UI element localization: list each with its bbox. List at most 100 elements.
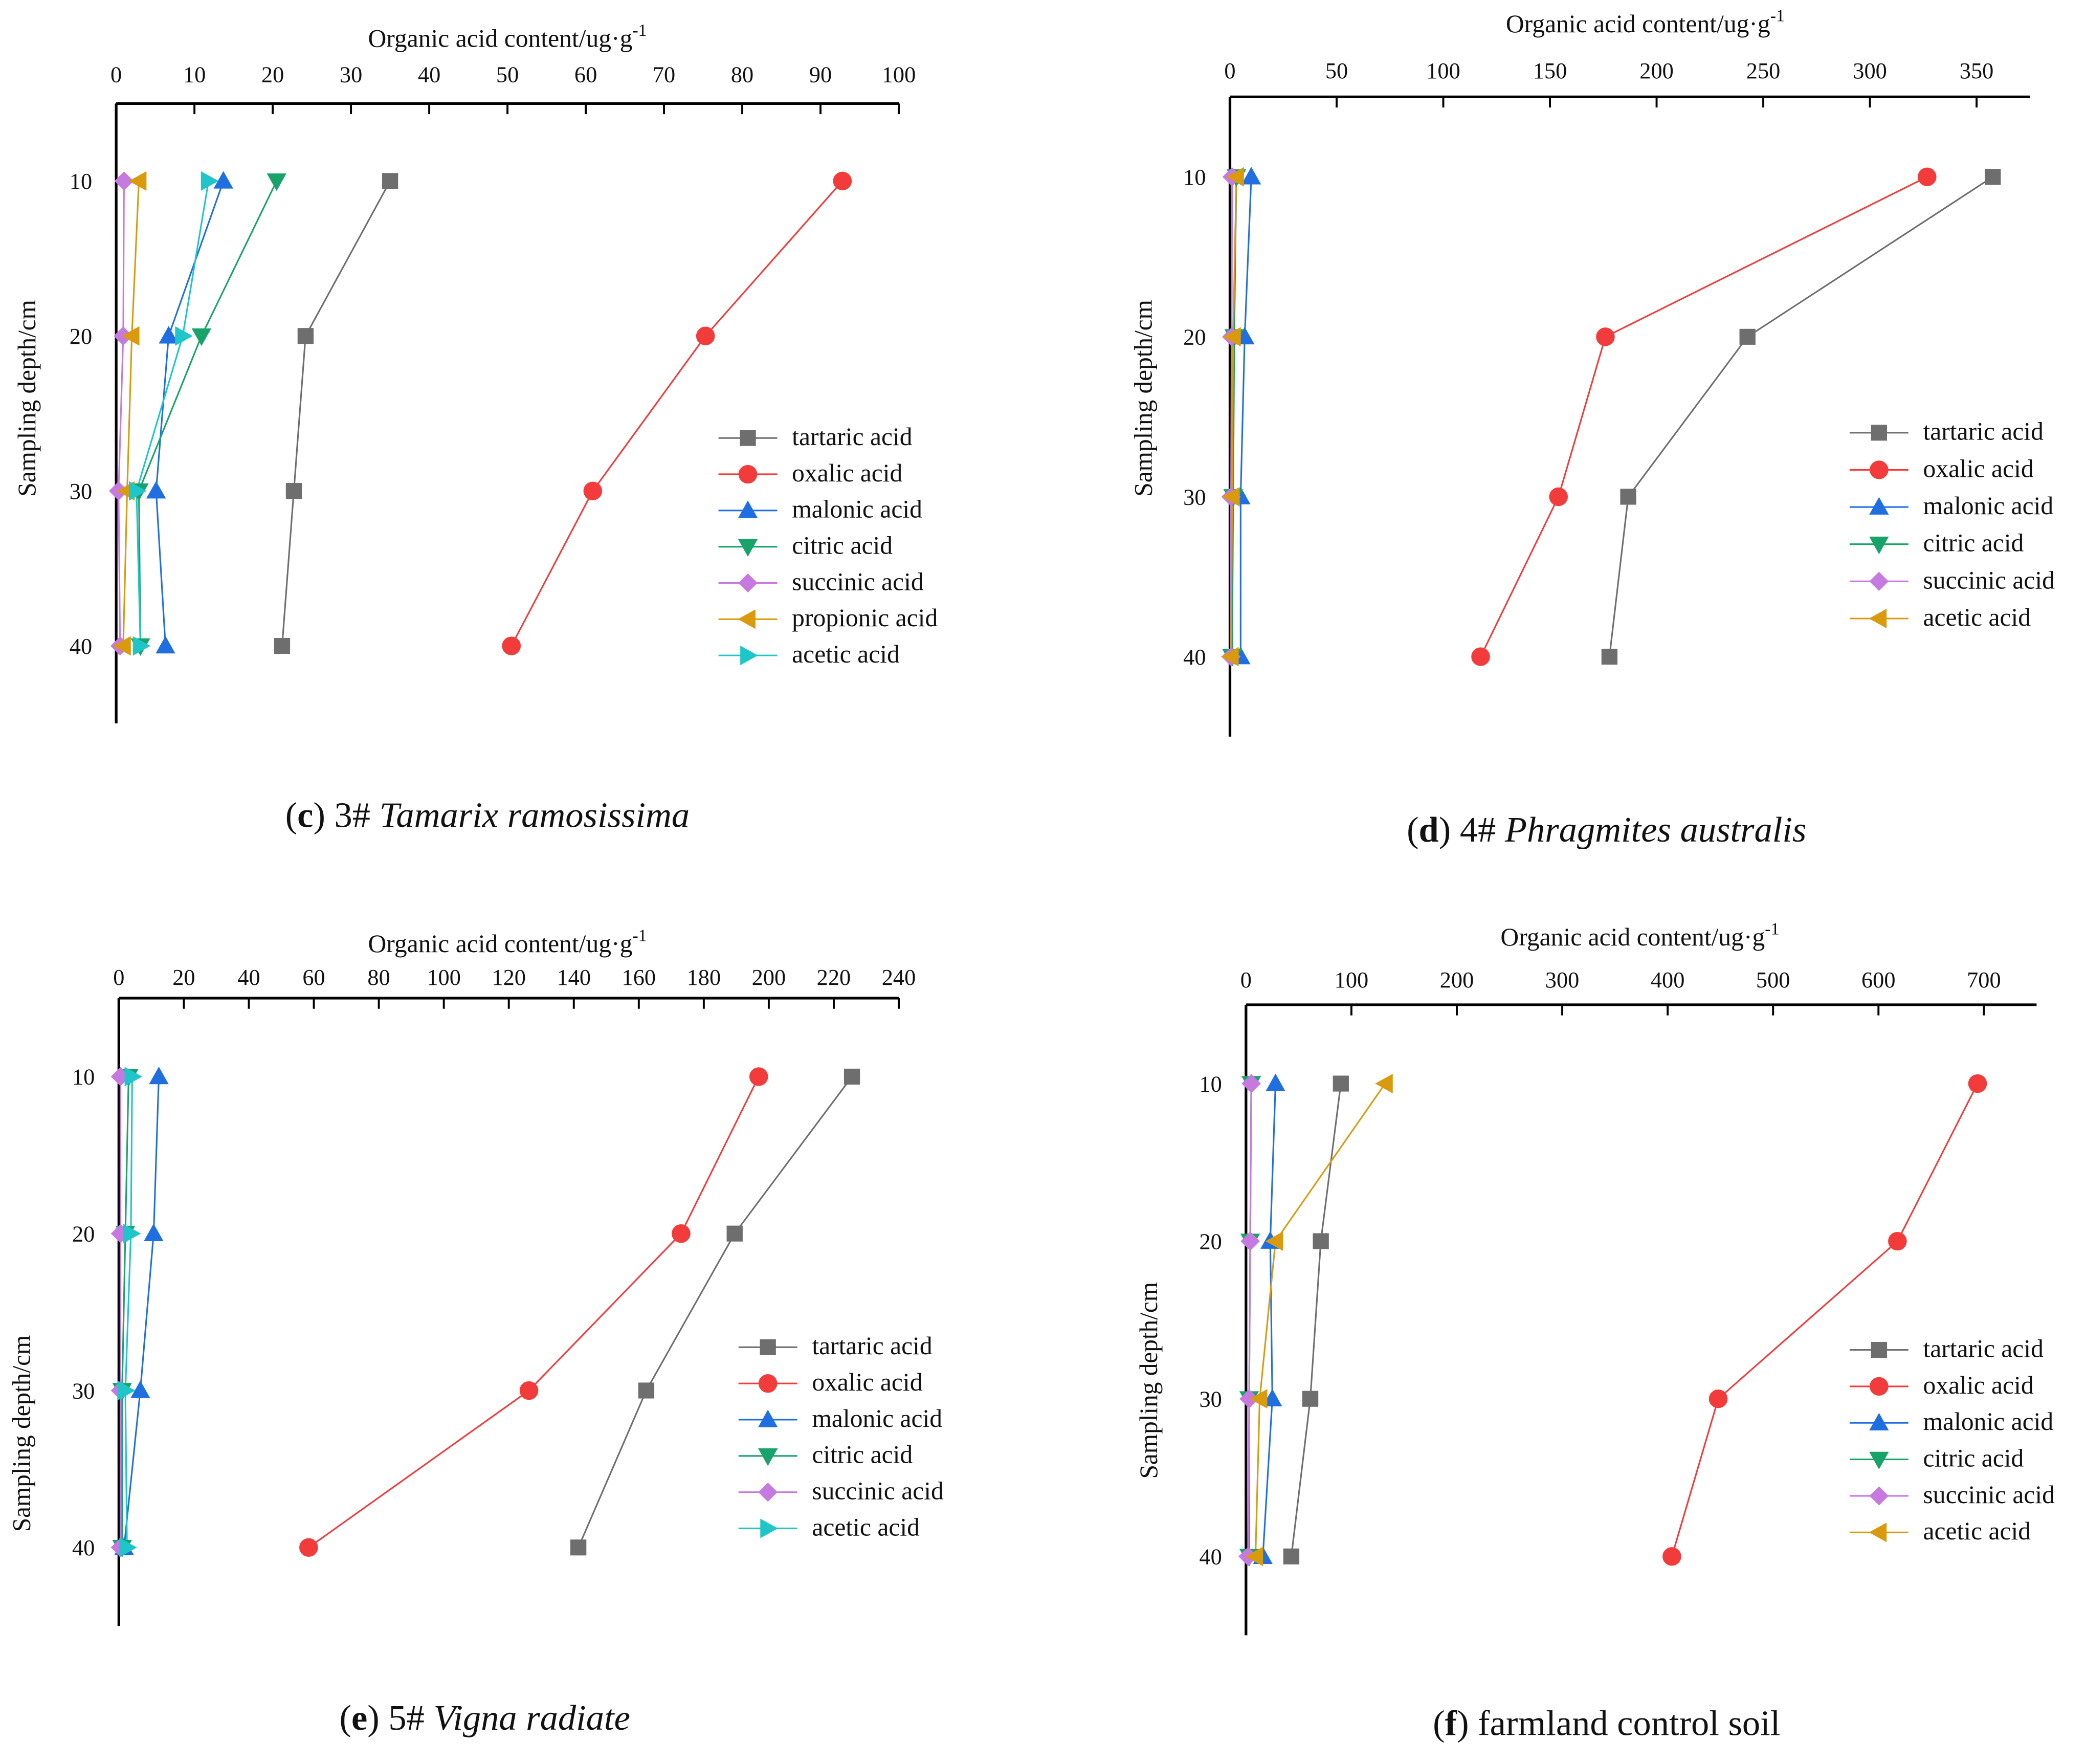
marker: [1918, 167, 1937, 186]
marker: [1226, 167, 1244, 187]
series-line: [1230, 177, 1237, 657]
marker: [758, 1409, 778, 1427]
x-axis-title-text: Organic acid content/ug·g: [368, 25, 633, 53]
legend-label: succinic acid: [792, 568, 924, 596]
y-axis-title: Sampling depth/cm: [7, 1335, 35, 1532]
marker: [1596, 327, 1615, 346]
x-tick-label: 350: [1960, 58, 1994, 83]
marker: [129, 481, 147, 501]
x-axis-title-superscript: -1: [632, 927, 647, 945]
x-tick-label: 200: [1639, 58, 1674, 83]
caption-part: ) 3#: [313, 796, 379, 835]
legend-label: succinic acid: [1923, 1481, 2055, 1509]
caption-part: (: [1433, 1704, 1445, 1744]
marker: [740, 430, 756, 446]
series-line: [121, 1076, 129, 1548]
x-tick-label: 80: [367, 965, 390, 990]
x-tick-label: 0: [1240, 967, 1252, 993]
marker: [146, 481, 166, 499]
marker: [738, 573, 758, 593]
marker: [738, 539, 758, 557]
marker: [1601, 649, 1618, 665]
x-axis-title: Organic acid content/ug·g-1: [1500, 920, 1779, 952]
y-tick-label: 20: [72, 1222, 95, 1247]
caption: (f) farmland control soil: [1433, 1704, 1780, 1744]
legend-label: acetic acid: [1923, 603, 2031, 631]
y-tick-label: 30: [1199, 1387, 1222, 1412]
x-axis-title-superscript: -1: [1765, 920, 1779, 939]
marker: [1302, 1391, 1319, 1407]
x-tick-label: 250: [1746, 58, 1781, 83]
x-tick-label: 100: [882, 62, 916, 87]
legend-label: propionic acid: [792, 604, 938, 632]
caption-part: ) 5#: [367, 1698, 433, 1738]
y-tick-label: 40: [70, 634, 92, 659]
marker: [1283, 1548, 1300, 1564]
marker: [1549, 487, 1568, 506]
x-axis-title-superscript: -1: [1770, 7, 1785, 26]
legend-label: succinic acid: [812, 1477, 944, 1505]
legend-label: malonic acid: [1923, 1407, 2053, 1436]
marker: [156, 635, 175, 654]
chart-panel: 0 10 20 30 40 50 60 70 80 90 100 10 20 30 40 Organic ac…: [13, 21, 938, 835]
marker: [149, 1066, 169, 1085]
marker: [749, 1067, 768, 1086]
marker: [113, 636, 131, 656]
marker: [760, 1518, 778, 1538]
y-tick-label: 20: [1199, 1229, 1222, 1254]
x-tick-label: 0: [110, 62, 122, 87]
marker: [1870, 1377, 1889, 1396]
x-tick-label: 20: [261, 62, 284, 87]
x-axis-title: Organic acid content/ug·g-1: [368, 21, 647, 53]
legend-label: malonic acid: [812, 1404, 942, 1432]
marker: [1240, 1231, 1260, 1251]
x-tick-label: 240: [882, 965, 916, 990]
x-tick-label: 200: [752, 965, 786, 990]
x-tick-label: 700: [1967, 967, 2001, 993]
marker: [1662, 1547, 1681, 1566]
marker: [128, 171, 147, 191]
x-tick-label: 160: [622, 965, 656, 990]
caption-part: c: [297, 796, 313, 835]
y-axis-title: Sampling depth/cm: [1129, 300, 1157, 497]
legend-label: oxalic acid: [1923, 1371, 2033, 1399]
legend-label: malonic acid: [1923, 492, 2053, 520]
marker: [672, 1224, 691, 1243]
caption-part: (: [285, 796, 297, 835]
series-line: [1254, 1083, 1386, 1557]
marker: [1223, 327, 1241, 347]
x-tick-label: 600: [1861, 967, 1896, 993]
marker: [1222, 487, 1240, 507]
marker: [1869, 571, 1889, 591]
x-tick-label: 0: [1224, 58, 1235, 83]
x-tick-label: 100: [427, 965, 461, 990]
marker: [738, 500, 758, 518]
legend: tartaric acid oxalic acid malonic acid citr…: [1849, 1335, 2055, 1545]
marker: [1265, 1231, 1283, 1251]
legend-label: oxalic acid: [1923, 454, 2033, 482]
legend: tartaric acid oxalic acid malonic acid citr…: [738, 1332, 944, 1541]
x-tick-label: 150: [1533, 58, 1567, 83]
series-line: [123, 1076, 160, 1548]
marker: [114, 171, 134, 191]
marker: [583, 481, 603, 500]
marker: [382, 173, 398, 189]
series-line: [136, 181, 210, 646]
x-tick-label: 80: [731, 62, 753, 87]
caption: (d) 4# Phragmites australis: [1407, 810, 1806, 850]
caption-part: ) 4#: [1439, 810, 1505, 850]
x-tick-label: 300: [1853, 58, 1887, 83]
series-line: [1247, 1084, 1252, 1557]
y-axis-title: Sampling depth/cm: [1135, 1282, 1163, 1479]
legend-label: citric acid: [792, 532, 893, 560]
marker: [1985, 169, 2001, 185]
x-tick-label: 100: [1335, 967, 1369, 993]
marker: [213, 171, 233, 189]
x-tick-label: 60: [302, 965, 325, 990]
marker: [1739, 328, 1756, 345]
series-line: [138, 181, 278, 646]
y-tick-label: 30: [1183, 484, 1206, 510]
marker: [696, 326, 715, 345]
marker: [758, 1448, 778, 1466]
x-tick-label: 0: [113, 965, 124, 990]
